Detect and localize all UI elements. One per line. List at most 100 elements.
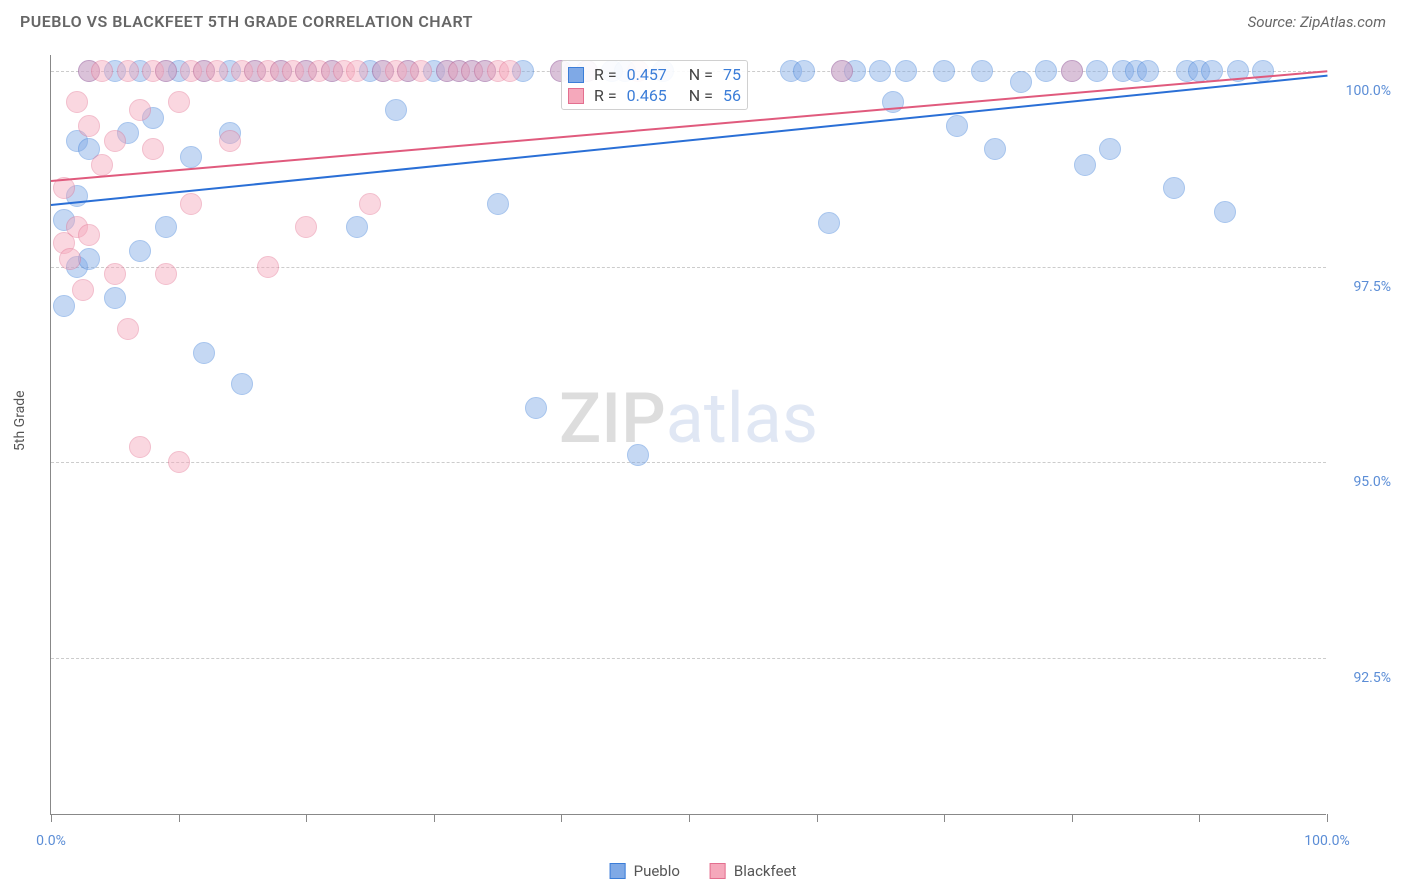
data-point [78, 224, 100, 246]
data-point [410, 60, 432, 82]
watermark-atlas: atlas [666, 378, 818, 460]
data-point [206, 60, 228, 82]
x-tick [306, 814, 307, 822]
watermark: ZIPatlas [559, 378, 818, 460]
legend-label-blackfeet: Blackfeet [734, 862, 796, 880]
data-point [129, 436, 151, 458]
legend-swatch-blackfeet [710, 863, 726, 879]
data-point [1201, 60, 1223, 82]
y-tick-label: 92.5% [1353, 670, 1391, 686]
data-point [487, 193, 509, 215]
stats-box: R = 0.457 N = 75 R = 0.465 N = 56 [561, 60, 748, 110]
data-point [1099, 138, 1121, 160]
y-tick-label: 100.0% [1346, 83, 1391, 99]
data-point [946, 115, 968, 137]
data-point [1137, 60, 1159, 82]
data-point [793, 60, 815, 82]
data-point [831, 60, 853, 82]
data-point [53, 295, 75, 317]
data-point [1061, 60, 1083, 82]
x-tick [179, 814, 180, 822]
data-point [933, 60, 955, 82]
chart-title: PUEBLO VS BLACKFEET 5TH GRADE CORRELATIO… [20, 12, 473, 31]
data-point [72, 279, 94, 301]
y-axis-label: 5th Grade [12, 390, 28, 451]
data-point [78, 115, 100, 137]
data-point [155, 60, 177, 82]
stats-n-value: 75 [723, 65, 741, 84]
data-point [984, 138, 1006, 160]
data-point [346, 60, 368, 82]
grid-line [51, 267, 1326, 268]
data-point [818, 212, 840, 234]
stats-n-label: N = [689, 65, 713, 84]
x-tick [1072, 814, 1073, 822]
data-point [59, 248, 81, 270]
stats-r-value: 0.457 [627, 65, 667, 84]
data-point [117, 60, 139, 82]
data-point [91, 154, 113, 176]
stats-swatch [568, 67, 584, 83]
legend: Pueblo Blackfeet [610, 862, 797, 880]
data-point [1074, 154, 1096, 176]
data-point [219, 130, 241, 152]
data-point [385, 99, 407, 121]
data-point [155, 263, 177, 285]
x-tick [51, 814, 52, 822]
chart-plot-area: ZIPatlas 92.5%95.0%97.5%100.0%0.0%100.0%… [50, 55, 1326, 815]
data-point [180, 146, 202, 168]
x-tick-label: 100.0% [1304, 833, 1349, 849]
y-tick-label: 97.5% [1353, 279, 1391, 295]
data-point [971, 60, 993, 82]
x-tick [817, 814, 818, 822]
data-point [1086, 60, 1108, 82]
legend-item-pueblo: Pueblo [610, 862, 680, 880]
x-tick [1327, 814, 1328, 822]
data-point [104, 263, 126, 285]
stats-r-label: R = [594, 86, 617, 105]
data-point [104, 130, 126, 152]
data-point [869, 60, 891, 82]
data-point [66, 91, 88, 113]
stats-r-label: R = [594, 65, 617, 84]
data-point [155, 216, 177, 238]
data-point [91, 60, 113, 82]
data-point [117, 318, 139, 340]
x-tick [434, 814, 435, 822]
data-point [627, 444, 649, 466]
data-point [1035, 60, 1057, 82]
data-point [193, 342, 215, 364]
data-point [525, 397, 547, 419]
stats-r-value: 0.465 [627, 86, 667, 105]
data-point [129, 99, 151, 121]
data-point [346, 216, 368, 238]
watermark-zip: ZIP [559, 378, 666, 460]
data-point [129, 240, 151, 262]
stats-row: R = 0.457 N = 75 [568, 65, 741, 84]
stats-swatch [568, 88, 584, 104]
data-point [180, 193, 202, 215]
data-point [1010, 71, 1032, 93]
x-tick [1199, 814, 1200, 822]
legend-label-pueblo: Pueblo [634, 862, 680, 880]
chart-source: Source: ZipAtlas.com [1248, 13, 1386, 31]
grid-line [51, 462, 1326, 463]
data-point [295, 216, 317, 238]
data-point [168, 91, 190, 113]
data-point [78, 248, 100, 270]
data-point [499, 60, 521, 82]
y-tick-label: 95.0% [1353, 474, 1391, 490]
stats-n-value: 56 [723, 86, 741, 105]
grid-line [51, 658, 1326, 659]
legend-item-blackfeet: Blackfeet [710, 862, 796, 880]
data-point [257, 256, 279, 278]
data-point [895, 60, 917, 82]
legend-swatch-pueblo [610, 863, 626, 879]
x-tick [689, 814, 690, 822]
x-tick-label: 0.0% [36, 833, 66, 849]
stats-n-label: N = [689, 86, 713, 105]
data-point [359, 193, 381, 215]
data-point [1214, 201, 1236, 223]
x-tick [944, 814, 945, 822]
data-point [168, 451, 190, 473]
